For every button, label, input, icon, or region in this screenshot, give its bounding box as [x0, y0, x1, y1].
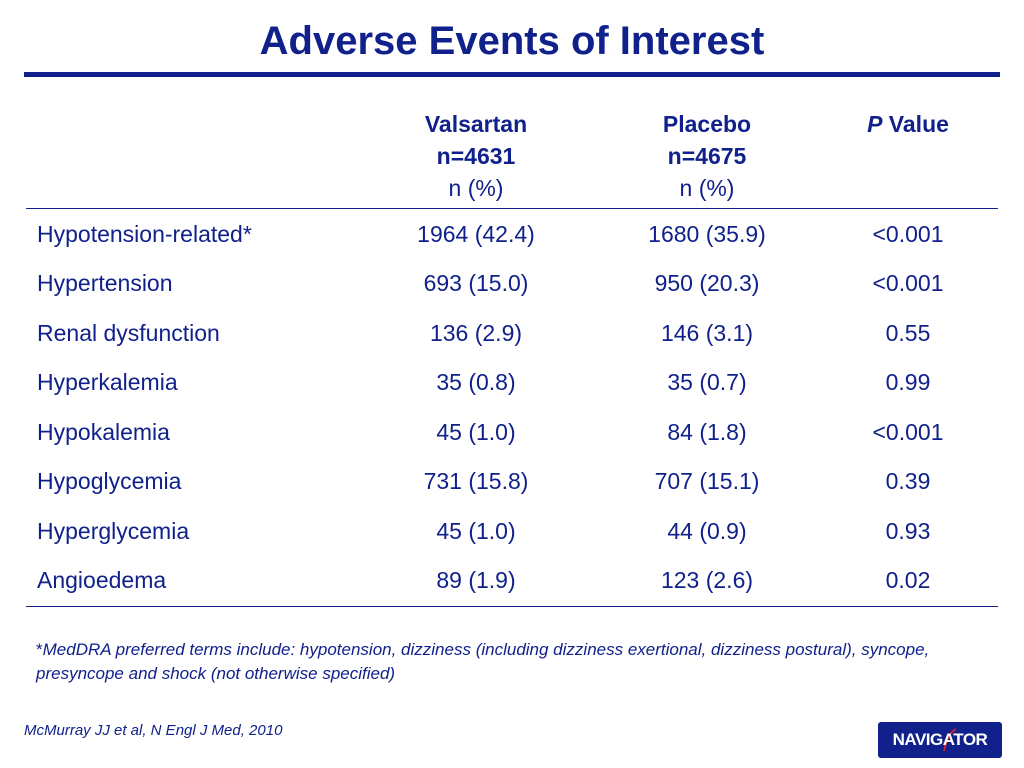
- cell-valsartan: 89 (1.9): [356, 556, 596, 607]
- header-valsartan-unit: n (%): [448, 175, 504, 201]
- footnote-text: MedDRA preferred terms include: hypotens…: [36, 640, 930, 683]
- slide-title: Adverse Events of Interest: [259, 19, 765, 63]
- cell-valsartan: 136 (2.9): [429, 319, 523, 346]
- cell-pvalue: 0.39: [885, 468, 931, 495]
- header-valsartan-n: n=4631: [436, 143, 516, 169]
- row-label: Renal dysfunction: [37, 319, 220, 346]
- cell-pvalue: <0.001: [872, 220, 944, 247]
- footnote: *MedDRA preferred terms include: hypoten…: [36, 638, 936, 686]
- header-pvalue-italic: P: [867, 111, 883, 137]
- header-placebo-n: n=4675: [667, 143, 747, 169]
- header-placebo-unit: n (%): [679, 175, 735, 201]
- cell-valsartan: 731 (15.8): [423, 468, 529, 495]
- table-row: Hypoglycemia 731 (15.8) 707 (15.1) 0.39: [26, 457, 998, 507]
- header-valsartan: Valsartan n=4631 n (%): [356, 108, 596, 209]
- adverse-events-table: Valsartan n=4631 n (%) Placebo n=4675 n …: [26, 108, 998, 607]
- header-placebo-name: Placebo: [662, 111, 752, 137]
- cell-pvalue: 0.99: [885, 369, 931, 396]
- header-valsartan-name: Valsartan: [424, 111, 528, 137]
- cell-pvalue: 0.93: [885, 517, 931, 544]
- row-label: Hypotension-related*: [37, 220, 252, 247]
- header-pvalue-rest: Value: [882, 111, 949, 137]
- row-label: Hypertension: [37, 270, 173, 297]
- row-label: Angioedema: [26, 556, 356, 607]
- navigator-logo: NAVIGATOR: [878, 722, 1002, 758]
- table-header-row: Valsartan n=4631 n (%) Placebo n=4675 n …: [26, 108, 998, 209]
- cell-pvalue: <0.001: [872, 270, 944, 297]
- cell-placebo: 84 (1.8): [667, 418, 747, 445]
- row-label: Hypokalemia: [37, 418, 170, 445]
- cell-pvalue: <0.001: [872, 418, 944, 445]
- cell-placebo: 950 (20.3): [654, 270, 760, 297]
- cell-placebo: 44 (0.9): [667, 517, 747, 544]
- table-row: Angioedema 89 (1.9) 123 (2.6) 0.02: [26, 556, 998, 607]
- title-divider: [24, 72, 1000, 77]
- table-row: Hypokalemia 45 (1.0) 84 (1.8) <0.001: [26, 408, 998, 458]
- table-row: Hypertension 693 (15.0) 950 (20.3) <0.001: [26, 259, 998, 309]
- table-row: Hypotension-related* 1964 (42.4) 1680 (35.…: [26, 209, 998, 260]
- header-pvalue: P Value: [818, 108, 998, 209]
- cell-valsartan: 35 (0.8): [436, 369, 516, 396]
- row-label: Hypoglycemia: [37, 468, 182, 495]
- logo-swoosh-icon: [943, 728, 957, 752]
- logo-text: NAVIGATOR: [892, 730, 988, 749]
- table-row: Renal dysfunction 136 (2.9) 146 (3.1) 0.55: [26, 309, 998, 359]
- cell-valsartan: 45 (1.0): [436, 418, 516, 445]
- row-label: Hyperglycemia: [37, 517, 190, 544]
- cell-pvalue: 0.55: [885, 319, 931, 346]
- row-label: Hyperkalemia: [37, 369, 178, 396]
- cell-placebo: 35 (0.7): [667, 369, 747, 396]
- table-row: Hyperglycemia 45 (1.0) 44 (0.9) 0.93: [26, 507, 998, 557]
- cell-placebo: 1680 (35.9): [648, 220, 766, 247]
- header-empty: [26, 108, 356, 209]
- cell-valsartan: 45 (1.0): [436, 517, 516, 544]
- cell-placebo: 123 (2.6): [596, 556, 818, 607]
- cell-valsartan: 1964 (42.4): [417, 220, 535, 247]
- cell-pvalue: 0.02: [818, 556, 998, 607]
- table-row: Hyperkalemia 35 (0.8) 35 (0.7) 0.99: [26, 358, 998, 408]
- footnote-marker: *: [36, 640, 43, 659]
- cell-placebo: 707 (15.1): [654, 468, 760, 495]
- citation: McMurray JJ et al, N Engl J Med, 2010: [24, 722, 283, 739]
- header-pvalue-label: P Value: [818, 108, 998, 140]
- cell-placebo: 146 (3.1): [660, 319, 754, 346]
- header-placebo: Placebo n=4675 n (%): [596, 108, 818, 209]
- cell-valsartan: 693 (15.0): [423, 270, 529, 297]
